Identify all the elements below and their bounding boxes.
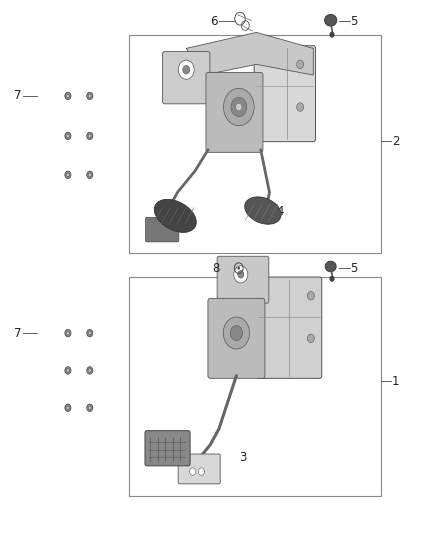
- Text: 3: 3: [239, 451, 246, 464]
- Text: 1: 1: [392, 375, 399, 387]
- Circle shape: [88, 94, 91, 98]
- Text: 6: 6: [210, 15, 218, 28]
- Polygon shape: [186, 33, 313, 75]
- Circle shape: [88, 406, 91, 409]
- Circle shape: [87, 329, 93, 337]
- Circle shape: [87, 92, 93, 100]
- Circle shape: [330, 276, 334, 281]
- Circle shape: [65, 92, 71, 100]
- Circle shape: [178, 60, 194, 79]
- Circle shape: [236, 103, 242, 111]
- Circle shape: [297, 60, 304, 69]
- Circle shape: [65, 171, 71, 179]
- Circle shape: [307, 292, 314, 300]
- Circle shape: [65, 367, 71, 374]
- Text: 4: 4: [276, 205, 283, 218]
- Circle shape: [87, 132, 93, 140]
- Circle shape: [67, 173, 69, 176]
- Circle shape: [67, 369, 69, 372]
- Circle shape: [234, 266, 248, 283]
- Ellipse shape: [154, 199, 196, 232]
- Circle shape: [67, 94, 69, 98]
- Circle shape: [65, 404, 71, 411]
- Ellipse shape: [325, 14, 337, 26]
- Circle shape: [88, 369, 91, 372]
- FancyBboxPatch shape: [145, 217, 179, 242]
- Circle shape: [237, 266, 240, 270]
- Text: 5: 5: [350, 262, 358, 274]
- Circle shape: [330, 32, 334, 37]
- FancyBboxPatch shape: [256, 277, 322, 378]
- Text: 8: 8: [212, 262, 220, 274]
- Text: 5: 5: [350, 15, 358, 28]
- Text: 2: 2: [392, 135, 399, 148]
- Circle shape: [88, 134, 91, 138]
- Ellipse shape: [325, 261, 336, 272]
- FancyBboxPatch shape: [217, 256, 269, 303]
- Circle shape: [87, 404, 93, 411]
- Circle shape: [190, 468, 196, 475]
- Circle shape: [67, 332, 69, 335]
- Circle shape: [87, 171, 93, 179]
- Circle shape: [230, 326, 243, 341]
- Circle shape: [223, 88, 254, 126]
- FancyBboxPatch shape: [208, 298, 265, 378]
- Circle shape: [88, 332, 91, 335]
- Text: 7: 7: [14, 90, 22, 102]
- Circle shape: [87, 367, 93, 374]
- FancyBboxPatch shape: [206, 72, 263, 152]
- Circle shape: [65, 132, 71, 140]
- Bar: [129, 277, 381, 496]
- Circle shape: [183, 66, 190, 74]
- Circle shape: [67, 406, 69, 409]
- FancyBboxPatch shape: [145, 431, 190, 466]
- Circle shape: [307, 334, 314, 343]
- Circle shape: [65, 329, 71, 337]
- Ellipse shape: [245, 197, 281, 224]
- Circle shape: [198, 468, 205, 475]
- Circle shape: [67, 134, 69, 138]
- Bar: [129, 35, 381, 253]
- FancyBboxPatch shape: [178, 454, 220, 484]
- FancyBboxPatch shape: [162, 52, 210, 104]
- Text: 7: 7: [14, 327, 22, 340]
- Circle shape: [223, 317, 250, 349]
- Circle shape: [88, 173, 91, 176]
- Circle shape: [231, 98, 247, 117]
- Circle shape: [297, 103, 304, 111]
- Circle shape: [238, 271, 244, 278]
- FancyBboxPatch shape: [254, 46, 315, 142]
